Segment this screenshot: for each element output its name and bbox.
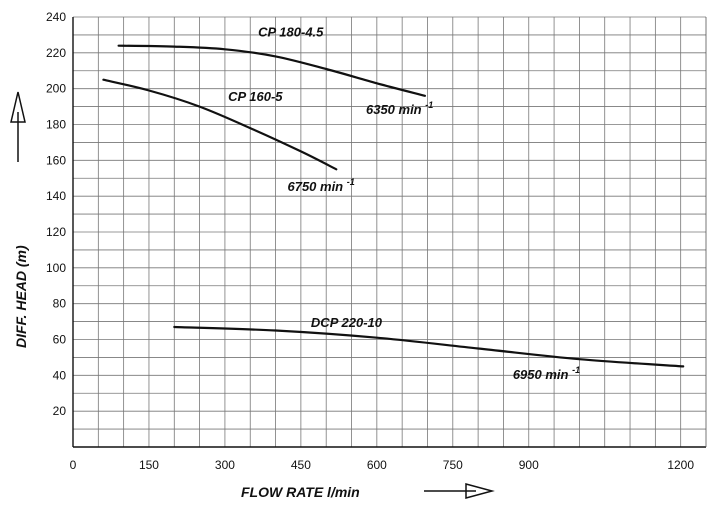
speed-label-exponent: -1 <box>347 177 355 187</box>
grid <box>73 16 706 447</box>
y-tick-label: 120 <box>46 225 66 239</box>
curve-name-label: DCP 220-10 <box>311 315 383 330</box>
curve-name-label: CP 180-4.5 <box>258 25 324 40</box>
x-tick-label: 150 <box>139 458 159 472</box>
speed-label-exponent: -1 <box>572 365 580 375</box>
y-tick-label: 200 <box>46 82 66 96</box>
curve-dcp-220-10 <box>173 325 685 368</box>
y-tick-label: 20 <box>53 404 67 418</box>
y-tick-label: 100 <box>46 261 66 275</box>
x-tick-label: 600 <box>367 458 387 472</box>
y-tick-label: 60 <box>53 333 67 347</box>
x-tick-label: 900 <box>519 458 539 472</box>
y-axis-direction-arrow-icon <box>10 91 26 162</box>
pump-curves <box>102 44 685 368</box>
y-tick-label: 220 <box>46 46 66 60</box>
x-tick-label: 750 <box>443 458 463 472</box>
y-tick-label: 140 <box>46 189 66 203</box>
y-axis-title: DIFF. HEAD (m) <box>13 245 29 348</box>
y-tick-label: 160 <box>46 153 66 167</box>
x-tick-label: 0 <box>70 458 77 472</box>
x-axis-direction-arrow-icon <box>424 483 495 499</box>
curve-cp-180-4-5 <box>117 44 426 97</box>
speed-label: 6750 min -1 <box>287 177 354 194</box>
x-tick-label: 300 <box>215 458 235 472</box>
speed-label: 6350 min -1 <box>366 100 433 117</box>
x-tick-label: 1200 <box>667 458 694 472</box>
curve-labels: CP 180-4.5 6350 min -1 CP 160-5 6750 min -1… <box>228 25 580 382</box>
x-tick-label: 450 <box>291 458 311 472</box>
y-tick-label: 240 <box>46 10 66 24</box>
axes <box>72 17 707 448</box>
y-tick-label: 180 <box>46 118 66 132</box>
curve-cp-160-5 <box>102 78 338 171</box>
speed-label: 6950 min -1 <box>513 365 580 382</box>
x-axis-title: FLOW RATE l/min <box>241 484 360 500</box>
speed-label-exponent: -1 <box>425 100 433 110</box>
y-tick-label: 40 <box>53 368 67 382</box>
tick-labels: 0 150 300 450 600 750 900 1200 20 40 60 80 100 120 140… <box>46 10 694 472</box>
y-tick-label: 80 <box>53 297 67 311</box>
curve-name-label: CP 160-5 <box>228 89 283 104</box>
